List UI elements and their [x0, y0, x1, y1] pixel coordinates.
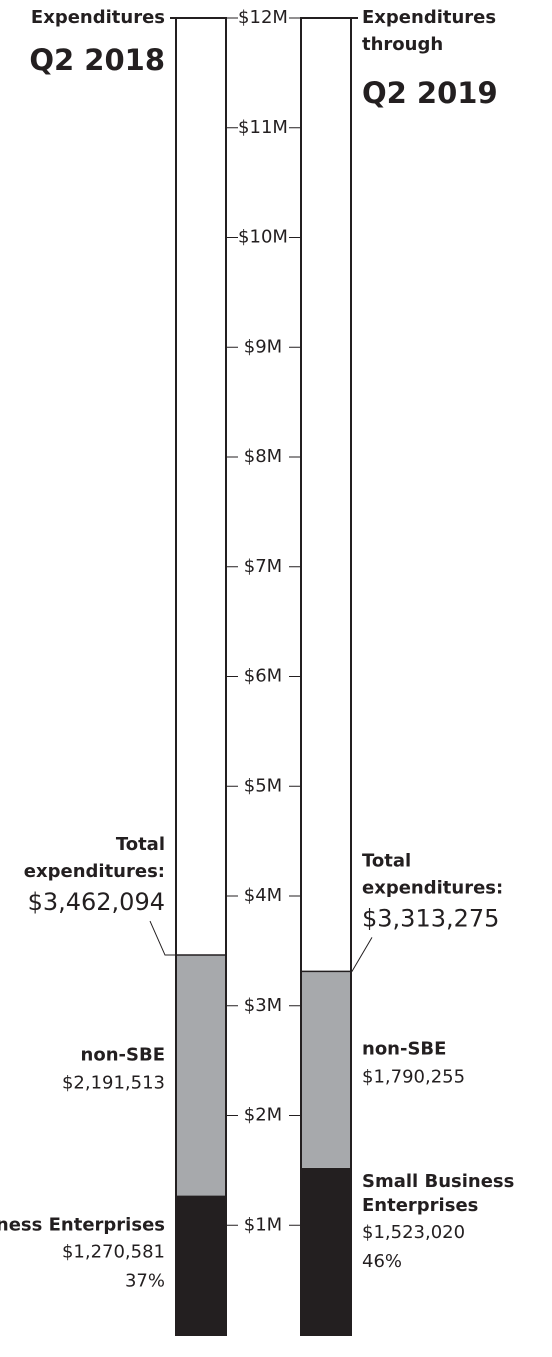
- share-label: 46%: [362, 1251, 402, 1272]
- bar-heading: Expenditures: [31, 7, 165, 28]
- share-label: 37%: [125, 1271, 165, 1292]
- series-name: non-SBE: [362, 1039, 446, 1060]
- total-label: Total: [362, 850, 411, 871]
- y-tick-label: $8M: [244, 446, 282, 467]
- series-name: Small Business Enterprises: [362, 1171, 514, 1216]
- bar-heading: through: [362, 34, 443, 55]
- bar-outline: [300, 17, 352, 1336]
- total-label: expenditures:: [24, 861, 165, 882]
- y-tick-label: $7M: [244, 556, 282, 577]
- bar-segment: [301, 971, 351, 1168]
- y-tick-label: $3M: [244, 995, 282, 1016]
- y-tick-label: $1M: [244, 1214, 282, 1235]
- leader-line: [351, 937, 373, 972]
- series-name: Small Business Enterprises: [0, 1215, 165, 1236]
- y-tick-label: $9M: [244, 336, 282, 357]
- total-label: expenditures:: [362, 877, 503, 898]
- total-label: Total: [116, 834, 165, 855]
- bar-period: Q2 2019: [362, 76, 498, 110]
- value-label: $2,191,513: [62, 1072, 165, 1093]
- y-tick-label: $10M: [238, 227, 288, 248]
- bar-period: Q2 2018: [29, 43, 165, 77]
- bar-outline: [175, 17, 227, 1336]
- bar-heading: Expenditures: [362, 7, 496, 28]
- y-tick-label: $11M: [238, 117, 288, 138]
- bar-segment: [176, 955, 226, 1196]
- value-label: $1,270,581: [62, 1242, 165, 1263]
- bar-segment: [301, 1167, 351, 1335]
- y-tick-label: $5M: [244, 775, 282, 796]
- y-tick-label: $6M: [244, 666, 282, 687]
- y-tick-label: $2M: [244, 1105, 282, 1126]
- leader-line: [149, 920, 176, 956]
- series-name: non-SBE: [81, 1044, 165, 1065]
- total-value: $3,462,094: [28, 888, 165, 916]
- y-tick-label: $12M: [238, 7, 288, 28]
- y-tick-label: $4M: [244, 885, 282, 906]
- value-label: $1,790,255: [362, 1067, 465, 1088]
- bar-segment: [176, 1195, 226, 1335]
- total-value: $3,313,275: [362, 904, 499, 932]
- value-label: $1,523,020: [362, 1222, 465, 1243]
